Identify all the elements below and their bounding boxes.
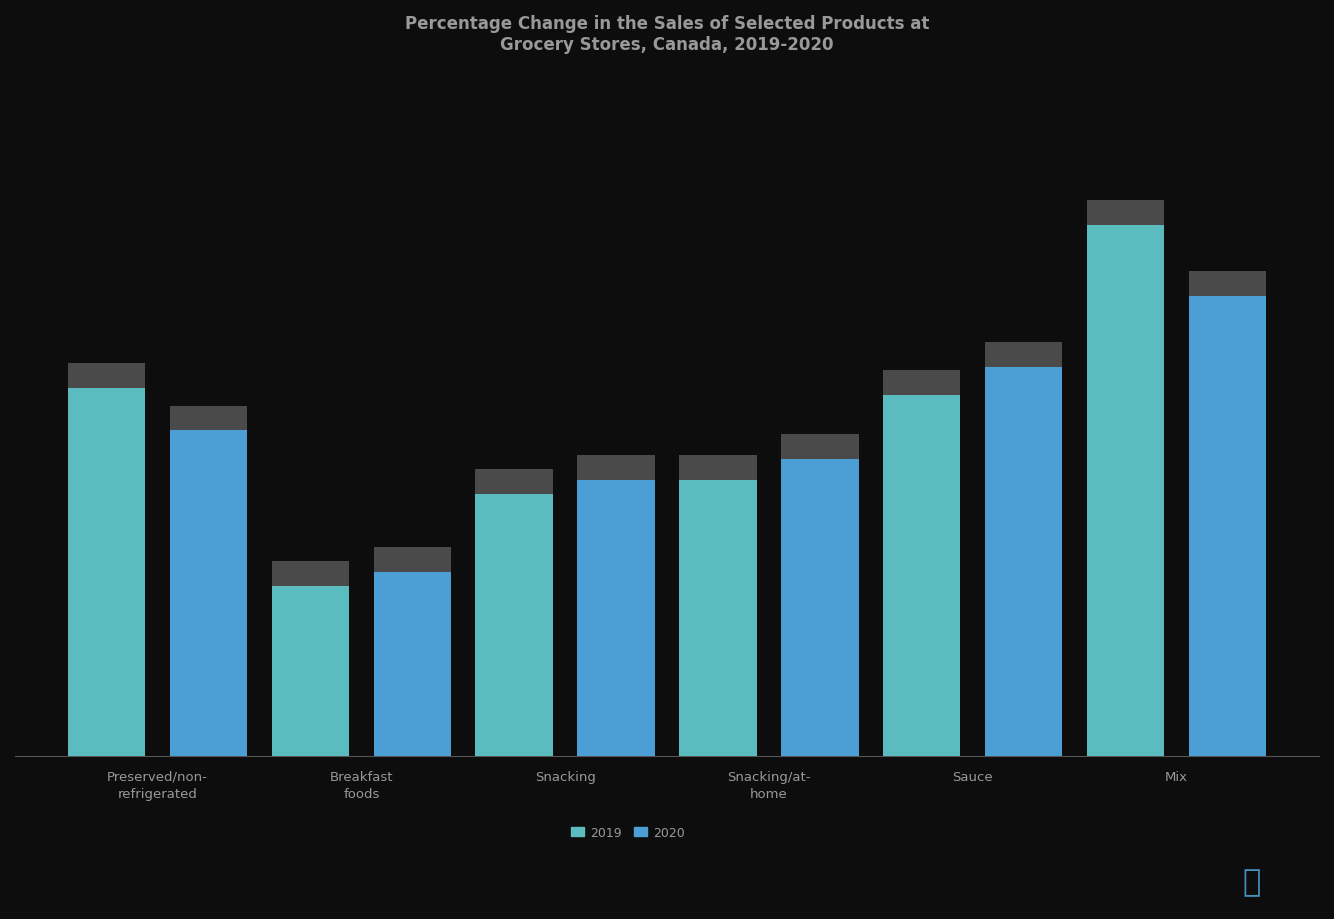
Bar bbox=[782, 460, 859, 756]
Bar bbox=[475, 470, 552, 494]
Text: 52%: 52% bbox=[92, 369, 121, 382]
Bar bbox=[169, 406, 247, 431]
Bar bbox=[782, 435, 859, 460]
Text: 51%: 51% bbox=[907, 377, 935, 390]
Bar bbox=[883, 395, 960, 756]
Text: 26%: 26% bbox=[399, 553, 427, 566]
Legend: 2019, 2020: 2019, 2020 bbox=[566, 821, 690, 844]
Bar bbox=[1087, 226, 1165, 756]
Bar bbox=[984, 368, 1062, 756]
Bar bbox=[169, 431, 247, 756]
Bar bbox=[68, 389, 145, 756]
Bar bbox=[1189, 297, 1266, 756]
Title: Percentage Change in the Sales of Selected Products at
Grocery Stores, Canada, 2: Percentage Change in the Sales of Select… bbox=[404, 15, 930, 53]
Text: 75%: 75% bbox=[1111, 207, 1139, 220]
Text: 55%: 55% bbox=[1010, 348, 1038, 361]
Bar bbox=[68, 364, 145, 389]
Bar bbox=[272, 586, 350, 756]
Bar bbox=[272, 562, 350, 586]
Text: Ⓜ: Ⓜ bbox=[1242, 867, 1261, 896]
Bar bbox=[679, 456, 756, 481]
Text: 39%: 39% bbox=[704, 461, 732, 474]
Bar bbox=[883, 370, 960, 395]
Bar bbox=[578, 481, 655, 756]
Text: 24%: 24% bbox=[296, 568, 324, 581]
Text: 37%: 37% bbox=[500, 476, 528, 489]
Bar bbox=[374, 548, 451, 573]
Bar bbox=[679, 481, 756, 756]
Text: 42%: 42% bbox=[806, 440, 834, 453]
Bar bbox=[1189, 272, 1266, 297]
Bar bbox=[374, 573, 451, 756]
Bar bbox=[578, 456, 655, 481]
Bar bbox=[1087, 201, 1165, 226]
Text: 46%: 46% bbox=[195, 412, 223, 425]
Text: 65%: 65% bbox=[1213, 278, 1242, 290]
Bar bbox=[984, 343, 1062, 368]
Text: 39%: 39% bbox=[602, 461, 630, 474]
Bar bbox=[475, 494, 552, 756]
